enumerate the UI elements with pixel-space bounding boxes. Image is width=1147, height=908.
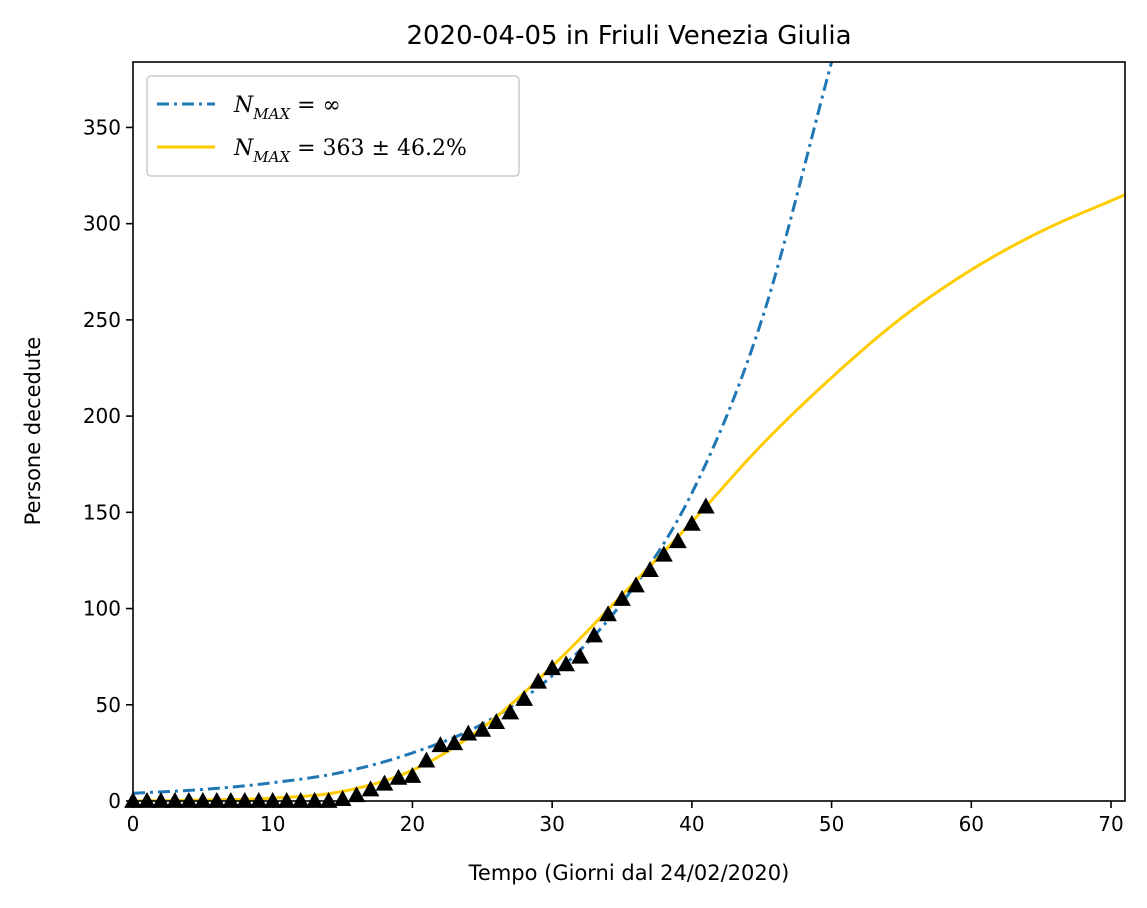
data-point (333, 790, 352, 806)
x-tick-label: 20 (400, 812, 425, 836)
data-point (361, 780, 380, 797)
legend-label-sub: MAX (252, 105, 291, 123)
legend-label: NMAX = 363 ± 46.2% (233, 136, 467, 166)
data-point (585, 626, 603, 643)
data-point (501, 703, 520, 720)
chart-title: 2020-04-05 in Friuli Venezia Giulia (406, 21, 851, 51)
data-point (389, 768, 408, 785)
y-tick-label: 100 (83, 597, 121, 621)
legend: NMAX = ∞NMAX = 363 ± 46.2% (146, 75, 520, 177)
x-axis-label: Tempo (Giorni dal 24/02/2020) (468, 861, 790, 885)
x-tick-label: 70 (1098, 812, 1123, 836)
data-point (543, 659, 562, 676)
data-point (655, 545, 673, 562)
x-tick-label: 30 (539, 812, 564, 836)
y-tick-label: 150 (83, 500, 121, 524)
legend-label: NMAX = ∞ (233, 93, 341, 123)
data-point (641, 561, 659, 577)
data-point (515, 689, 534, 706)
y-tick-label: 350 (83, 115, 121, 139)
plot-frame (132, 61, 1126, 802)
y-tick-label: 200 (83, 404, 121, 428)
x-tick-label: 50 (819, 812, 844, 836)
data-point (529, 672, 548, 689)
data-point (683, 514, 701, 531)
x-tick-label: 0 (127, 812, 140, 836)
data-point (571, 647, 589, 664)
x-axis: 0 10 20 30 40 50 60 70 (127, 801, 1124, 836)
y-tick-label: 0 (108, 789, 121, 813)
data-point (599, 605, 617, 622)
plot-area (124, 61, 1126, 808)
y-axis: 0 50 100 150 200 250 300 350 (83, 115, 133, 813)
y-tick-label: 300 (83, 212, 121, 236)
legend-label-main: N (233, 136, 254, 161)
data-point (459, 724, 478, 741)
x-tick-label: 60 (959, 812, 984, 836)
data-point (613, 589, 631, 606)
legend-label-sub: MAX (252, 148, 291, 166)
series-line-1 (133, 193, 1125, 801)
data-point (375, 774, 394, 791)
y-axis-label: Persone decedute (21, 337, 45, 526)
x-tick-label: 10 (260, 812, 285, 836)
y-tick-label: 50 (96, 693, 121, 717)
legend-label-main: N (233, 93, 254, 118)
data-point (431, 736, 450, 753)
data-point (445, 734, 464, 751)
legend-label-rest: = 363 ± 46.2% (290, 136, 467, 161)
data-point (696, 497, 715, 514)
data-point (487, 713, 506, 729)
data-point (669, 532, 687, 549)
data-point (473, 720, 492, 737)
legend-box (146, 75, 520, 177)
x-tick-label: 40 (679, 812, 704, 836)
data-point (627, 576, 645, 593)
y-tick-label: 250 (83, 308, 121, 332)
data-point (557, 655, 575, 672)
data-point (417, 751, 436, 768)
legend-label-rest: = ∞ (290, 93, 341, 118)
data-point (403, 766, 422, 783)
